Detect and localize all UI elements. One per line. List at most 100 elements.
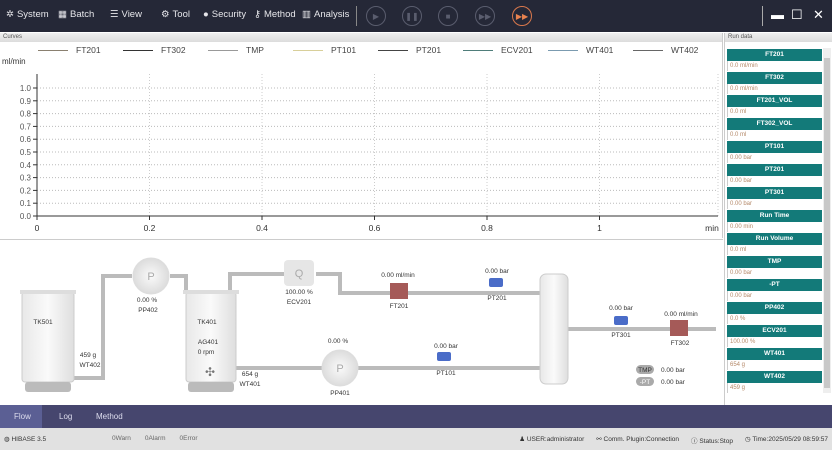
legend-item[interactable]: TMP bbox=[208, 45, 293, 55]
tk401-label: TK401 bbox=[197, 319, 217, 326]
legend-item[interactable]: ECV201 bbox=[463, 45, 548, 55]
globe-icon: ◍ bbox=[4, 436, 10, 443]
x-tick-label: 0.6 bbox=[369, 223, 381, 233]
valve-ecv201[interactable]: Q bbox=[284, 260, 314, 286]
y-axis-label: ml/min bbox=[2, 57, 26, 66]
pause-button[interactable]: ❚❚ bbox=[402, 6, 422, 26]
menu-security[interactable]: ● Security bbox=[203, 9, 247, 20]
flowmeter-ft201 bbox=[390, 283, 408, 299]
y-tick-label: 0.2 bbox=[20, 186, 32, 195]
alarm-count[interactable]: 0Alarm bbox=[144, 435, 166, 442]
run-data-header: Run data bbox=[725, 33, 832, 42]
tk501-label: TK501 bbox=[33, 319, 53, 326]
x-tick-label: 1 bbox=[597, 223, 602, 233]
close-button[interactable]: ✕ bbox=[813, 7, 824, 22]
legend-swatch bbox=[463, 49, 493, 51]
run-data-label: WT401 bbox=[727, 348, 822, 360]
fast-forward-button[interactable]: ▶▶ bbox=[475, 6, 495, 26]
run-data-value: 0.00 bar bbox=[727, 176, 822, 186]
grid-icon: ▦ bbox=[58, 9, 67, 20]
chart-legend: FT201 FT302 TMP PT101 PT201 ECV201 WT401 WT402 bbox=[38, 45, 718, 55]
agitator-icon: ✣ bbox=[205, 365, 215, 379]
menu-tool[interactable]: ⚙ Tool bbox=[161, 9, 190, 20]
bottom-tabs: Flow Log Method bbox=[0, 405, 832, 428]
legend-item[interactable]: FT302 bbox=[123, 45, 208, 55]
run-data-value: 0.0 ml bbox=[727, 107, 822, 117]
message-counts: 0Warn 0Alarm 0Error bbox=[112, 435, 198, 442]
y-tick-label: 0.9 bbox=[20, 97, 32, 106]
svg-text:P: P bbox=[336, 363, 343, 375]
ft302-label: FT302 bbox=[671, 340, 690, 347]
fast-forward-icon: ▶▶ bbox=[478, 11, 492, 21]
sensor-pt201 bbox=[489, 278, 503, 287]
curves-chart: 0.0 0.1 0.2 0.3 0.4 0.5 0.6 0.7 0.8 0.9 1.0 0 0.2 0.4… bbox=[2, 57, 719, 233]
tab-flow[interactable]: Flow bbox=[0, 405, 42, 428]
y-tick-label: 1.0 bbox=[20, 84, 32, 93]
sensor-pt101 bbox=[437, 352, 451, 361]
tools-icon: ⚙ bbox=[161, 9, 170, 20]
skip-icon: ▶▶ bbox=[515, 11, 529, 21]
shield-icon: ● bbox=[203, 9, 209, 20]
menu-method[interactable]: ⚷ Method bbox=[254, 9, 296, 20]
legend-item[interactable]: FT201 bbox=[38, 45, 123, 55]
tab-log[interactable]: Log bbox=[59, 412, 73, 421]
y-tick-label: 0.6 bbox=[20, 135, 32, 144]
run-data-list: FT201 0.0 ml/min FT302 0.0 ml/min FT201_VOL 0… bbox=[727, 48, 822, 393]
run-data-label: WT402 bbox=[727, 371, 822, 383]
ecv201-label: ECV201 bbox=[287, 299, 312, 306]
run-status: ⓘ Status:Stop bbox=[691, 438, 733, 445]
ag401-label: AG401 bbox=[198, 339, 219, 346]
pt201-label: PT201 bbox=[487, 295, 507, 302]
run-data-value: 0.0 ml/min bbox=[727, 84, 822, 94]
run-data-label: PT201 bbox=[727, 164, 822, 176]
svg-text:P: P bbox=[147, 271, 154, 283]
run-data-value: 0.00 min bbox=[727, 222, 822, 232]
run-data-value: 459 g bbox=[727, 383, 822, 393]
pump-pp402[interactable]: P bbox=[132, 257, 170, 295]
play-button[interactable]: ▶ bbox=[366, 6, 386, 26]
run-data-label: PT301 bbox=[727, 187, 822, 199]
stop-button[interactable]: ■ bbox=[438, 6, 458, 26]
tmp-value: 0.00 bar bbox=[661, 367, 686, 374]
pause-icon: ❚❚ bbox=[405, 11, 419, 21]
warn-count[interactable]: 0Warn bbox=[112, 435, 131, 442]
maximize-button[interactable]: ☐ bbox=[791, 7, 803, 22]
run-data-label: PT101 bbox=[727, 141, 822, 153]
user-status: ♟ USER:administrator bbox=[519, 436, 585, 443]
menu-system[interactable]: ✲ System bbox=[6, 9, 49, 20]
run-data-label: FT201_VOL bbox=[727, 95, 822, 107]
legend-item[interactable]: PT101 bbox=[293, 45, 378, 55]
bar-chart-icon: ▥ bbox=[302, 9, 311, 20]
pp402-value: 0.00 % bbox=[137, 297, 157, 304]
pump-pp401[interactable]: P bbox=[321, 349, 359, 387]
legend-item[interactable]: WT402 bbox=[633, 45, 718, 55]
tank-tk501 bbox=[20, 290, 76, 392]
flowmeter-ft302 bbox=[670, 320, 688, 336]
gear-icon: ✲ bbox=[6, 9, 14, 20]
clock-icon: ◷ bbox=[744, 436, 751, 443]
legend-swatch bbox=[208, 49, 238, 51]
wt402-label: WT402 bbox=[80, 362, 101, 369]
menu-batch[interactable]: ▦ Batch bbox=[58, 9, 95, 20]
menu-bar: ✲ System ▦ Batch ☰ View ⚙ Tool ● Security ⚷ Me… bbox=[0, 0, 832, 32]
run-data-label: Run Volume bbox=[727, 233, 822, 245]
skip-button[interactable]: ▶▶ bbox=[512, 6, 532, 26]
wt401-value: 654 g bbox=[242, 371, 259, 378]
wt402-value: 459 g bbox=[80, 352, 97, 359]
minimize-button[interactable]: ▬ bbox=[771, 7, 784, 22]
error-count[interactable]: 0Error bbox=[179, 435, 198, 442]
menu-view[interactable]: ☰ View bbox=[110, 9, 142, 20]
run-data-scrollbar[interactable] bbox=[823, 48, 831, 393]
pt301-label: PT301 bbox=[611, 332, 631, 339]
scrollbar-thumb[interactable] bbox=[824, 58, 830, 388]
menu-analysis[interactable]: ▥ Analysis bbox=[302, 9, 350, 20]
legend-swatch bbox=[548, 49, 578, 51]
legend-item[interactable]: PT201 bbox=[378, 45, 463, 55]
tab-method[interactable]: Method bbox=[96, 412, 123, 421]
x-tick-label: 0 bbox=[35, 223, 40, 233]
x-tick-label: 0.2 bbox=[144, 223, 156, 233]
run-data-label: PP402 bbox=[727, 302, 822, 314]
legend-item[interactable]: WT401 bbox=[548, 45, 633, 55]
run-data-value: 0.0 ml/min bbox=[727, 61, 822, 71]
run-data-value: 100.00 % bbox=[727, 337, 822, 347]
